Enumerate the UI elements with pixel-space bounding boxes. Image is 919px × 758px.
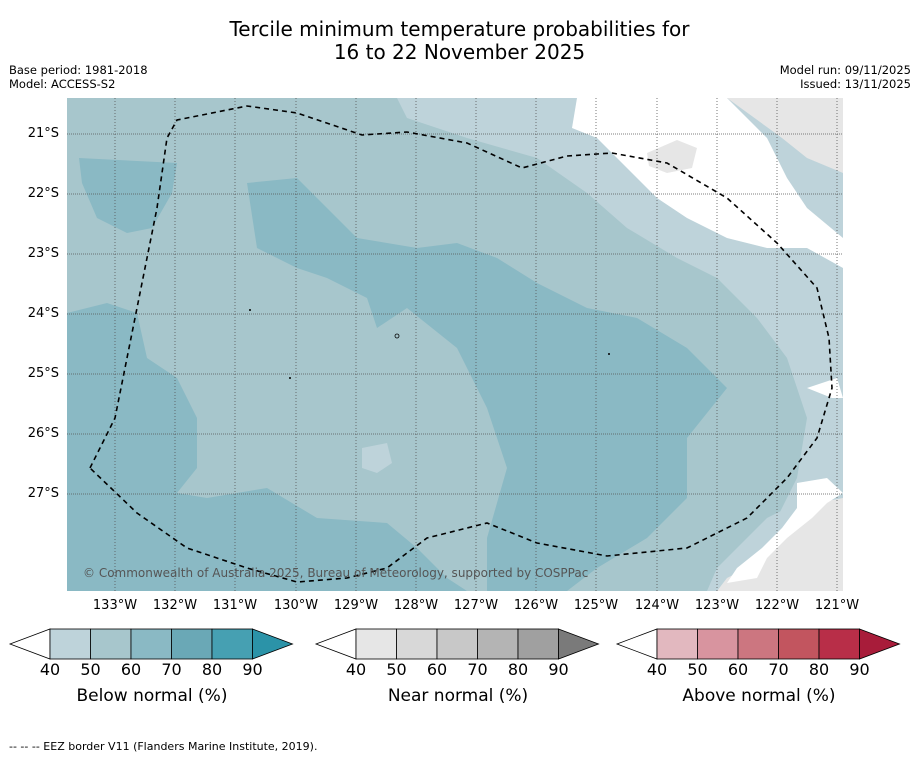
- island-marker: [249, 309, 251, 311]
- lat-label: 26°S: [27, 426, 59, 441]
- colorbar-label-above: Above normal (%): [682, 686, 836, 706]
- colorbar-segment: [211, 628, 253, 660]
- dark-band-topleft: [79, 158, 177, 233]
- colorbar-tick: 80: [808, 660, 830, 679]
- colorbar-extend-low: [615, 628, 658, 660]
- meta-left: Base period: 1981-2018 Model: ACCESS-S2: [9, 63, 148, 91]
- colorbar-label-below: Below normal (%): [76, 686, 228, 706]
- longitude-gridlines: [114, 98, 838, 591]
- colorbar-tick: 40: [39, 660, 61, 679]
- colorbar-segment: [436, 628, 478, 660]
- white-region-right: [807, 378, 843, 398]
- lon-label: 131°W: [212, 598, 258, 613]
- colorbar-segment: [778, 628, 820, 660]
- small-light-patch: [362, 443, 392, 473]
- colorbar-segment: [656, 628, 698, 660]
- lat-label: 27°S: [27, 486, 59, 501]
- colorbar-tick: 60: [426, 660, 448, 679]
- chart-title: Tercile minimum temperature probabilitie…: [0, 18, 919, 64]
- colorbar-tick: 50: [80, 660, 101, 679]
- title-line-1: Tercile minimum temperature probabilitie…: [229, 17, 690, 41]
- colorbar-tick: 70: [467, 660, 488, 679]
- lon-label: 126°W: [513, 598, 559, 613]
- lon-label: 122°W: [754, 598, 800, 613]
- colorbar-segment: [477, 628, 519, 660]
- latitude-gridlines: [67, 133, 843, 495]
- lon-label: 121°W: [814, 598, 860, 613]
- colorbar-near-normal: [314, 628, 600, 660]
- lon-label: 133°W: [92, 598, 138, 613]
- model-name: Model: ACCESS-S2: [9, 77, 116, 91]
- lon-label: 130°W: [273, 598, 319, 613]
- colorbar-extend-low: [314, 628, 357, 660]
- probability-map: [67, 98, 843, 591]
- colorbar-tick: 90: [242, 660, 263, 679]
- eez-border: [89, 105, 833, 583]
- colorbar-segment: [737, 628, 779, 660]
- lat-label: 22°S: [27, 186, 59, 201]
- lon-label: 128°W: [393, 598, 439, 613]
- lat-label: 24°S: [27, 306, 59, 321]
- colorbar-segment: [818, 628, 860, 660]
- colorbar-extend-high: [859, 628, 901, 660]
- title-line-2: 16 to 22 November 2025: [333, 40, 586, 64]
- lon-label: 125°W: [573, 598, 619, 613]
- colorbar-segment: [396, 628, 438, 660]
- colorbar-tick: 60: [727, 660, 749, 679]
- colorbar-segment: [517, 628, 559, 660]
- colorbar-tick: 50: [386, 660, 407, 679]
- base-period: Base period: 1981-2018: [9, 63, 148, 77]
- colorbar-segment: [171, 628, 213, 660]
- issued-date: Issued: 13/11/2025: [800, 77, 911, 91]
- meta-right: Model run: 09/11/2025 Issued: 13/11/2025: [780, 63, 911, 91]
- colorbar-extend-high: [252, 628, 294, 660]
- footer-note: -- -- -- EEZ border V11 (Flanders Marine…: [9, 740, 318, 753]
- lat-label: 23°S: [27, 246, 59, 261]
- colorbar-segment: [90, 628, 132, 660]
- white-region-bottom: [727, 478, 843, 583]
- colorbar-segment: [355, 628, 397, 660]
- lon-label: 127°W: [453, 598, 499, 613]
- colorbar-extend-high: [558, 628, 600, 660]
- colorbar-tick: 50: [687, 660, 708, 679]
- model-run: Model run: 09/11/2025: [779, 63, 911, 77]
- colorbar-tick: 90: [548, 660, 569, 679]
- dark-band-middle: [247, 178, 727, 591]
- island-marker: [608, 353, 610, 355]
- white-region-top: [572, 98, 843, 268]
- colorbar-tick: 40: [345, 660, 367, 679]
- colorbar-label-near: Near normal (%): [387, 686, 529, 706]
- colorbar-above-normal: [615, 628, 901, 660]
- island-marker: [289, 377, 291, 379]
- colorbar-tick: 40: [646, 660, 668, 679]
- lon-label: 123°W: [694, 598, 740, 613]
- colorbar-tick: 70: [768, 660, 789, 679]
- lon-label: 124°W: [634, 598, 680, 613]
- colorbar-tick: 80: [507, 660, 529, 679]
- near-normal-top: [647, 98, 843, 173]
- copyright-notice: © Commonwealth of Australia 2025, Bureau…: [83, 566, 589, 580]
- colorbar-segment: [130, 628, 172, 660]
- lat-label: 21°S: [27, 126, 59, 141]
- colorbar-segment: [697, 628, 739, 660]
- colorbar-tick: 60: [120, 660, 142, 679]
- colorbar-tick: 70: [161, 660, 182, 679]
- lon-label: 129°W: [333, 598, 379, 613]
- colorbar-tick: 90: [849, 660, 870, 679]
- colorbar-tick: 80: [201, 660, 223, 679]
- colorbar-below-normal: [8, 628, 294, 660]
- colorbar-extend-low: [8, 628, 51, 660]
- island-marker: [394, 333, 400, 339]
- lat-label: 25°S: [27, 366, 59, 381]
- lon-label: 132°W: [152, 598, 198, 613]
- dark-band-left: [67, 303, 467, 591]
- colorbar-segment: [49, 628, 91, 660]
